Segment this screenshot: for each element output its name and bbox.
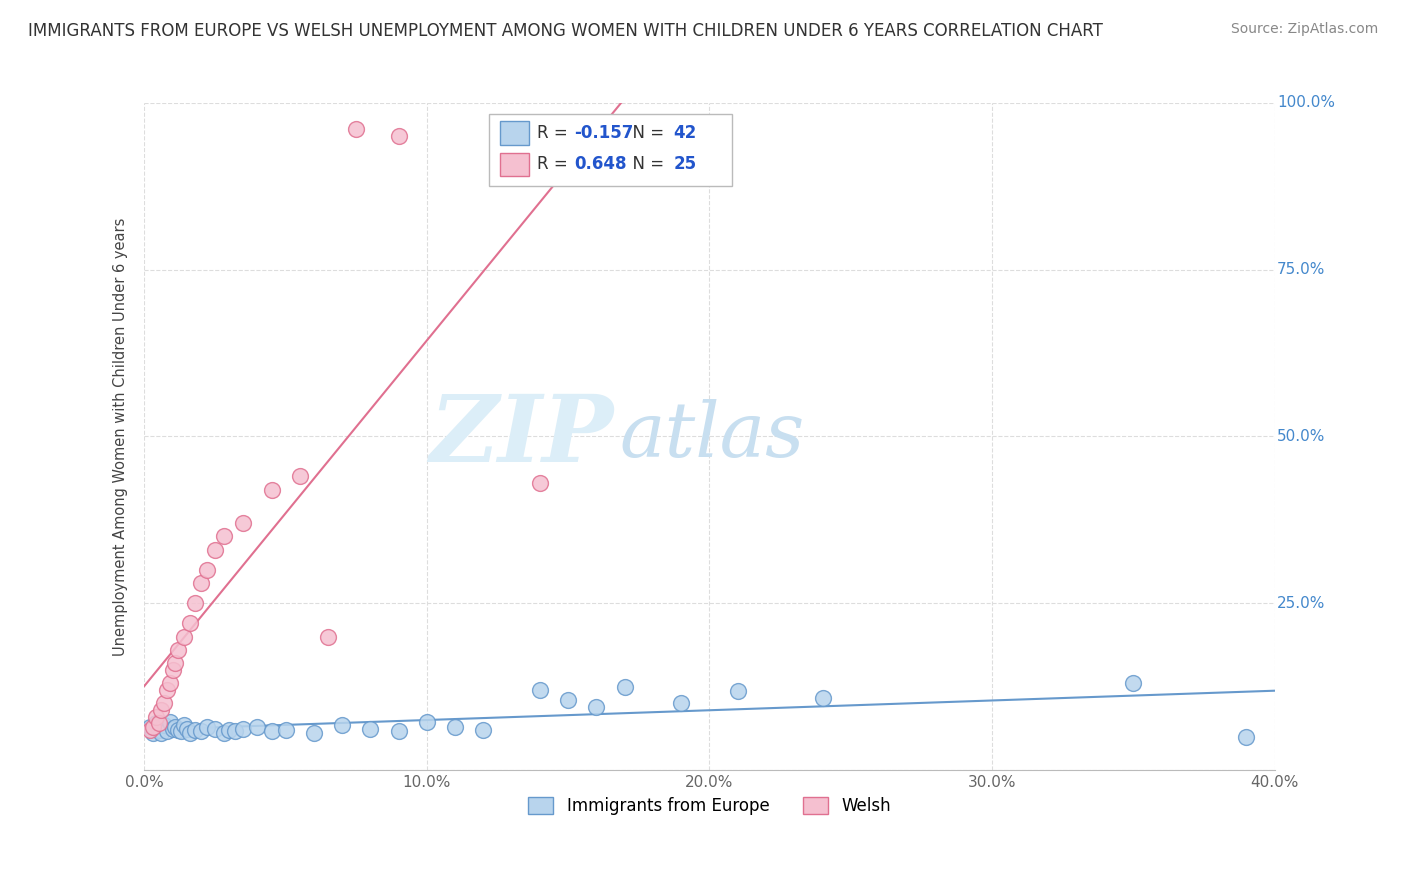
Text: Source: ZipAtlas.com: Source: ZipAtlas.com: [1230, 22, 1378, 37]
Point: [150, 703, 173, 717]
Text: -0.157: -0.157: [574, 124, 633, 142]
Point: [529, 682, 551, 697]
Point: [159, 676, 181, 690]
Point: [359, 722, 381, 736]
Point: [159, 714, 181, 729]
Point: [302, 726, 325, 740]
Text: atlas: atlas: [619, 400, 804, 474]
Point: [260, 483, 283, 497]
Bar: [501, 121, 529, 145]
Point: [162, 663, 184, 677]
Text: ZIP: ZIP: [429, 392, 613, 482]
Y-axis label: Unemployment Among Women with Children Under 6 years: Unemployment Among Women with Children U…: [114, 217, 128, 656]
Text: R =: R =: [537, 124, 572, 142]
Text: 25: 25: [673, 155, 696, 173]
Point: [344, 122, 367, 136]
Point: [165, 657, 187, 671]
Text: R =: R =: [537, 155, 572, 173]
Point: [204, 542, 226, 557]
Point: [232, 516, 254, 530]
Point: [173, 630, 195, 644]
Point: [167, 723, 190, 737]
Point: [179, 726, 201, 740]
Point: [150, 726, 173, 740]
Point: [613, 680, 636, 694]
Point: [1234, 730, 1257, 744]
Point: [162, 722, 184, 736]
Point: [288, 469, 311, 483]
Point: [145, 716, 167, 731]
Point: [176, 722, 198, 736]
Point: [218, 723, 240, 737]
Point: [1122, 676, 1144, 690]
Point: [388, 724, 411, 739]
Point: [156, 724, 179, 739]
Point: [330, 717, 353, 731]
Point: [156, 682, 179, 697]
Point: [811, 690, 834, 705]
Point: [167, 643, 190, 657]
Point: [148, 716, 170, 731]
Text: 100.0%: 100.0%: [1277, 95, 1334, 111]
Point: [153, 696, 176, 710]
Point: [727, 684, 749, 698]
Point: [388, 129, 411, 144]
Point: [585, 699, 607, 714]
Point: [139, 723, 162, 737]
Point: [232, 722, 254, 736]
Point: [529, 476, 551, 491]
Point: [142, 720, 165, 734]
Point: [142, 726, 165, 740]
Bar: [489, 114, 733, 186]
Point: [260, 724, 283, 739]
Text: 0.648: 0.648: [574, 155, 626, 173]
Point: [184, 723, 207, 737]
Point: [212, 529, 235, 543]
Point: [472, 723, 495, 737]
Point: [671, 696, 693, 710]
Text: 25.0%: 25.0%: [1277, 596, 1326, 611]
Text: N =: N =: [623, 155, 669, 173]
Text: IMMIGRANTS FROM EUROPE VS WELSH UNEMPLOYMENT AMONG WOMEN WITH CHILDREN UNDER 6 Y: IMMIGRANTS FROM EUROPE VS WELSH UNEMPLOY…: [28, 22, 1102, 40]
Point: [145, 709, 167, 723]
Text: 75.0%: 75.0%: [1277, 262, 1326, 277]
Point: [173, 717, 195, 731]
Point: [444, 720, 467, 734]
Point: [170, 724, 193, 739]
Text: N =: N =: [623, 124, 669, 142]
Point: [416, 714, 439, 729]
Point: [139, 720, 162, 734]
Point: [190, 576, 212, 591]
Point: [316, 630, 339, 644]
Point: [184, 596, 207, 610]
Point: [274, 723, 297, 737]
Point: [153, 717, 176, 731]
Point: [212, 726, 235, 740]
Point: [224, 724, 246, 739]
Point: [179, 616, 201, 631]
Point: [165, 720, 187, 734]
Point: [148, 723, 170, 737]
Bar: [501, 153, 529, 177]
Point: [190, 724, 212, 739]
Point: [195, 563, 218, 577]
Point: [557, 693, 579, 707]
Legend: Immigrants from Europe, Welsh: Immigrants from Europe, Welsh: [522, 790, 897, 822]
Point: [204, 722, 226, 736]
Point: [195, 720, 218, 734]
Point: [246, 720, 269, 734]
Text: 50.0%: 50.0%: [1277, 429, 1326, 444]
Text: 42: 42: [673, 124, 696, 142]
